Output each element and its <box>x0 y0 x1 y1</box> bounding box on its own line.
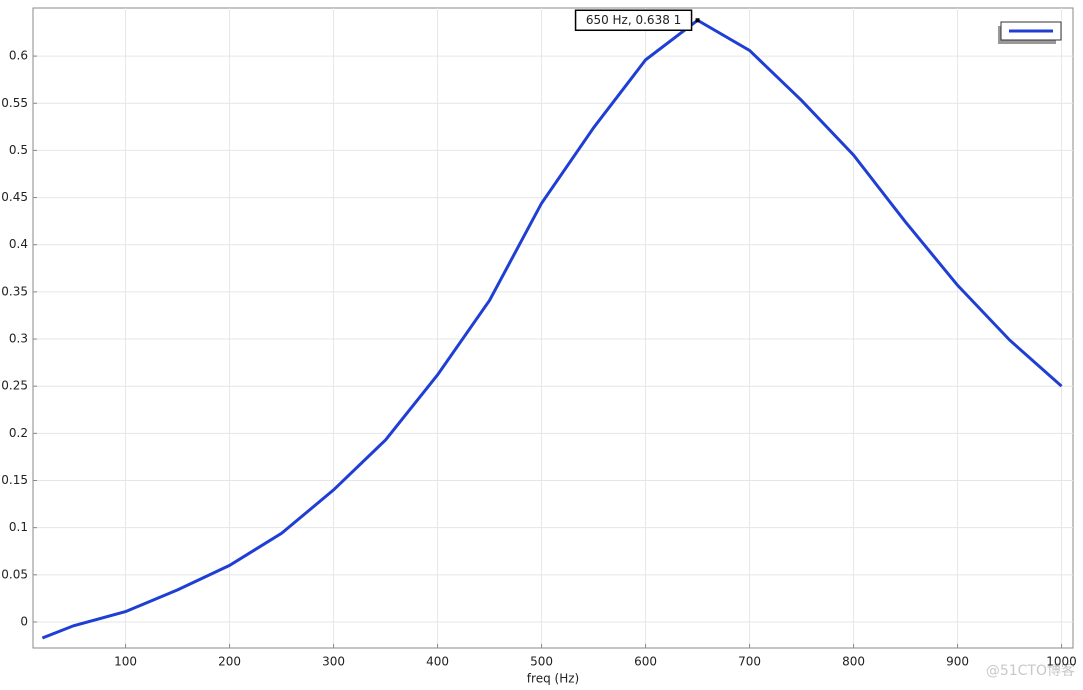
x-tick-label: 200 <box>218 655 241 669</box>
x-tick-label: 900 <box>946 655 969 669</box>
y-tick-label: 0.15 <box>1 473 28 487</box>
watermark: @51CTO博客 <box>986 662 1075 679</box>
y-tick-label: 0.3 <box>9 332 28 346</box>
y-tick-label: 0.5 <box>9 143 28 157</box>
annotation-point <box>695 18 700 23</box>
x-tick-label: 100 <box>114 655 137 669</box>
annotation-box <box>574 9 693 32</box>
y-tick-label: 0.45 <box>1 190 28 204</box>
x-axis-label: freq (Hz) <box>527 672 579 686</box>
plot-frame <box>32 7 1074 649</box>
y-tick-label: 0 <box>20 614 28 628</box>
x-tick-label: 500 <box>530 655 553 669</box>
y-tick-label: 0.4 <box>9 237 28 251</box>
x-tick-label: 800 <box>842 655 865 669</box>
x-tick-label: 300 <box>322 655 345 669</box>
x-tick-label: 1000 <box>1046 655 1077 669</box>
y-tick-label: 0.2 <box>9 426 28 440</box>
y-tick-label: 0.05 <box>1 567 28 581</box>
x-tick-label: 700 <box>738 655 761 669</box>
y-tick-label: 0.6 <box>9 49 28 63</box>
series-line <box>41 18 1063 640</box>
y-tick-label: 0.1 <box>9 520 28 534</box>
x-tick-label: 400 <box>426 655 449 669</box>
x-tick-label: 600 <box>634 655 657 669</box>
y-tick-label: 0.25 <box>1 379 28 393</box>
annotation-text: 650 Hz, 0.638 1 <box>586 13 681 27</box>
y-tick-label: 0.55 <box>1 96 28 110</box>
y-tick-label: 0.35 <box>1 284 28 298</box>
